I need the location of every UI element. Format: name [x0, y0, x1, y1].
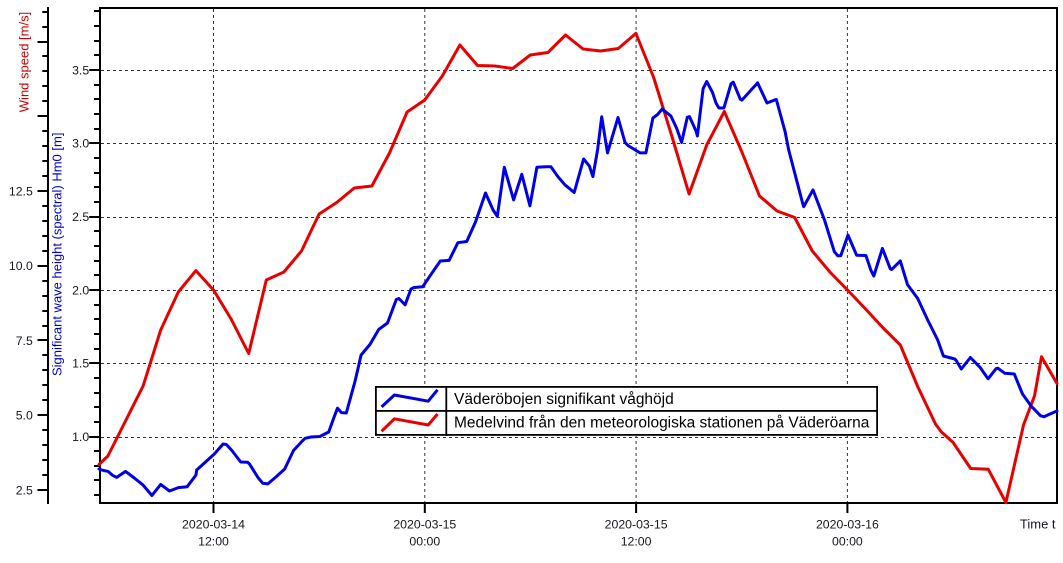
svg-text:2020-03-16: 2020-03-16 [816, 517, 879, 531]
svg-text:1.5: 1.5 [72, 357, 89, 371]
svg-text:5.0: 5.0 [16, 409, 33, 423]
svg-text:2020-03-15: 2020-03-15 [393, 517, 456, 531]
svg-text:Väderöbojen signifikant våghöj: Väderöbojen signifikant våghöjd [454, 391, 674, 408]
svg-text:2.5: 2.5 [72, 210, 89, 224]
svg-text:2.5: 2.5 [16, 483, 33, 497]
svg-text:2020-03-15: 2020-03-15 [605, 517, 668, 531]
svg-text:Significant wave height (spect: Significant wave height (spectral) Hm0 [… [50, 133, 65, 376]
svg-text:12:00: 12:00 [198, 534, 229, 548]
svg-text:2020-03-14: 2020-03-14 [182, 517, 245, 531]
svg-text:12.5: 12.5 [9, 184, 33, 198]
svg-text:10.0: 10.0 [9, 259, 33, 273]
svg-text:2.0: 2.0 [72, 283, 89, 297]
svg-text:Wind speed [m/s]: Wind speed [m/s] [17, 12, 32, 112]
svg-text:3.5: 3.5 [72, 63, 89, 77]
svg-text:Medelvind från den meteorologi: Medelvind från den meteorologiska statio… [454, 414, 870, 431]
svg-text:3.0: 3.0 [72, 137, 89, 151]
svg-text:Time t: Time t [1020, 516, 1056, 531]
svg-text:1.0: 1.0 [72, 430, 89, 444]
svg-text:00:00: 00:00 [409, 534, 440, 548]
svg-text:00:00: 00:00 [832, 534, 863, 548]
svg-text:12:00: 12:00 [621, 534, 652, 548]
svg-text:7.5: 7.5 [16, 334, 33, 348]
